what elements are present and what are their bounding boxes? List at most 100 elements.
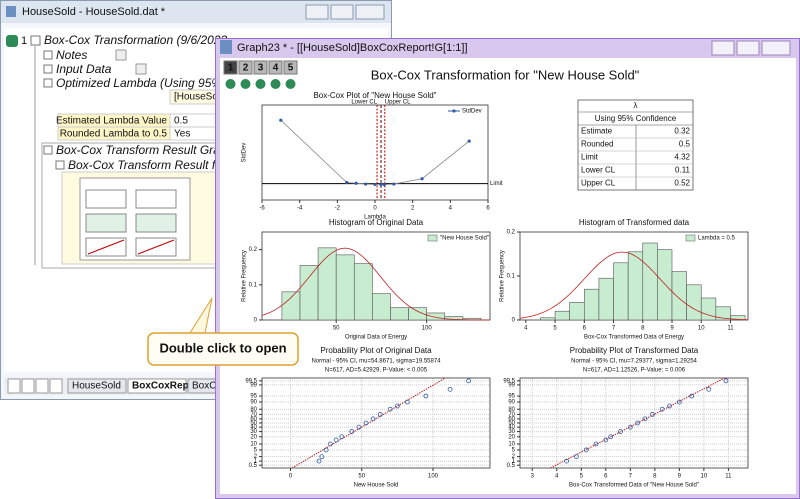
maximize-button[interactable] — [736, 40, 760, 56]
tab-nav-button[interactable] — [49, 378, 63, 394]
y-tick-label: 2 — [512, 454, 516, 460]
sheet-tab[interactable] — [67, 378, 127, 394]
table-row-label: Upper CL — [581, 179, 616, 188]
sheet-tab-label[interactable]: HouseSold — [72, 381, 121, 392]
plots: -6 -4 -2 0 2 4 6 Box-Cox Plot of "New House Sol… — [242, 91, 749, 489]
probability-point — [387, 406, 393, 412]
page-icon[interactable] — [225, 79, 236, 89]
legend-swatch — [685, 234, 696, 242]
expander[interactable] — [30, 35, 41, 46]
callout: Double click to open — [147, 297, 299, 366]
page-icon[interactable] — [240, 79, 251, 89]
page-icon[interactable] — [270, 79, 281, 89]
tree-item[interactable]: Box-Cox Transform Result fo — [68, 158, 222, 172]
page-tab-label[interactable]: 5 — [288, 63, 294, 74]
probability-point — [394, 403, 400, 409]
page-tab-label[interactable]: 1 — [228, 63, 234, 74]
table-row-label: Estimate — [581, 127, 613, 136]
page-tab[interactable] — [238, 60, 253, 75]
y-tick-label: 90 — [250, 400, 257, 406]
y-axis-label: Relative Frequency — [500, 250, 506, 302]
probability-point — [564, 458, 569, 464]
histogram-bar — [598, 277, 614, 321]
sheet-tab-label[interactable]: BoxCoxReport — [132, 381, 203, 392]
page-tab-label[interactable]: 3 — [258, 63, 264, 74]
x-tick-label: 4 — [555, 474, 559, 480]
page-tab[interactable] — [223, 60, 238, 75]
tab-nav-button[interactable] — [7, 378, 21, 394]
expander[interactable] — [43, 145, 53, 155]
y-tick-label: 5 — [254, 448, 258, 454]
expander[interactable] — [43, 64, 53, 74]
histogram-bar — [584, 288, 600, 321]
minimize-button[interactable] — [305, 4, 329, 20]
tree-item[interactable]: Optimized Lambda (Using 95% C — [56, 76, 234, 90]
thumb-plot — [135, 213, 177, 233]
page-tab-label[interactable]: 4 — [273, 63, 279, 74]
row-icon — [6, 35, 18, 47]
plot-frame — [519, 377, 749, 469]
y-tick-label: 99 — [508, 382, 515, 388]
probability-point — [627, 424, 633, 430]
stddev-point — [279, 118, 283, 122]
graph-window: Graph23 * - [[HouseSold]BoxCoxReport!G[1… — [215, 38, 800, 499]
page-tab[interactable] — [253, 60, 268, 75]
histogram-bar — [730, 315, 746, 321]
expander[interactable] — [43, 78, 53, 88]
app-icon — [6, 6, 16, 17]
page-tab-label[interactable]: 2 — [243, 63, 249, 74]
fit-line — [550, 377, 725, 469]
histogram-bar — [613, 262, 629, 321]
page-tab[interactable] — [268, 60, 283, 75]
y-tick-label: 0 — [254, 318, 258, 324]
title-bar — [1, 1, 391, 23]
probability-point — [316, 458, 322, 464]
close-button[interactable] — [355, 4, 385, 20]
y-tick-label: 10 — [250, 442, 257, 448]
tree-item[interactable]: Box-Cox Transformation (9/6/2023 — [44, 33, 228, 47]
sheet-tab-label[interactable]: BoxC — [192, 381, 216, 392]
restore-button[interactable] — [761, 40, 791, 56]
expander[interactable] — [43, 50, 53, 60]
x-tick-label: 50 — [358, 474, 365, 480]
page-tab[interactable] — [283, 60, 298, 75]
x-tick-label: 7 — [612, 326, 616, 332]
x-tick-label: 8 — [641, 326, 645, 332]
maximize-button[interactable] — [330, 4, 354, 20]
tree-item[interactable]: Box-Cox Transform Result Grap — [56, 143, 227, 157]
dropdown[interactable] — [115, 49, 127, 61]
table-row-label: Rounded — [581, 140, 613, 149]
stddev-point — [373, 182, 377, 187]
probability-point — [723, 378, 729, 384]
histogram-bar — [686, 284, 702, 321]
y-tick-label: 0.5 — [249, 463, 258, 469]
page-icon[interactable] — [285, 79, 296, 89]
tree-item[interactable]: Input Data — [56, 62, 112, 76]
tab-nav-button[interactable] — [35, 378, 49, 394]
tab-nav-button[interactable] — [21, 378, 35, 394]
table-subheader: Using 95% Confidence — [595, 114, 677, 123]
tree-item[interactable]: Notes — [56, 48, 87, 62]
x-tick-label: 4 — [449, 206, 453, 212]
stddev-point — [382, 183, 387, 187]
dropdown[interactable] — [135, 63, 147, 75]
page-icon[interactable] — [255, 79, 266, 89]
histogram-bar — [372, 293, 391, 321]
expander[interactable] — [55, 160, 65, 170]
table-row-value: 0.32 — [674, 127, 690, 136]
stddev-point — [363, 182, 368, 186]
y-tick-label: 80 — [508, 407, 515, 413]
y-tick-label: 20 — [250, 434, 257, 440]
minimize-button[interactable] — [711, 40, 735, 56]
row-number: 1 — [21, 35, 27, 47]
y-tick-label: 99 — [250, 382, 257, 388]
y-tick-label: 2 — [254, 454, 258, 460]
probability-point — [618, 429, 623, 434]
x-tick-label: 10 — [701, 474, 708, 480]
x-tick-label: 8 — [653, 474, 657, 480]
probability-point — [323, 447, 329, 453]
stddev-line — [280, 119, 470, 186]
stddev-point — [354, 181, 358, 185]
sheet-tab[interactable] — [127, 378, 187, 394]
